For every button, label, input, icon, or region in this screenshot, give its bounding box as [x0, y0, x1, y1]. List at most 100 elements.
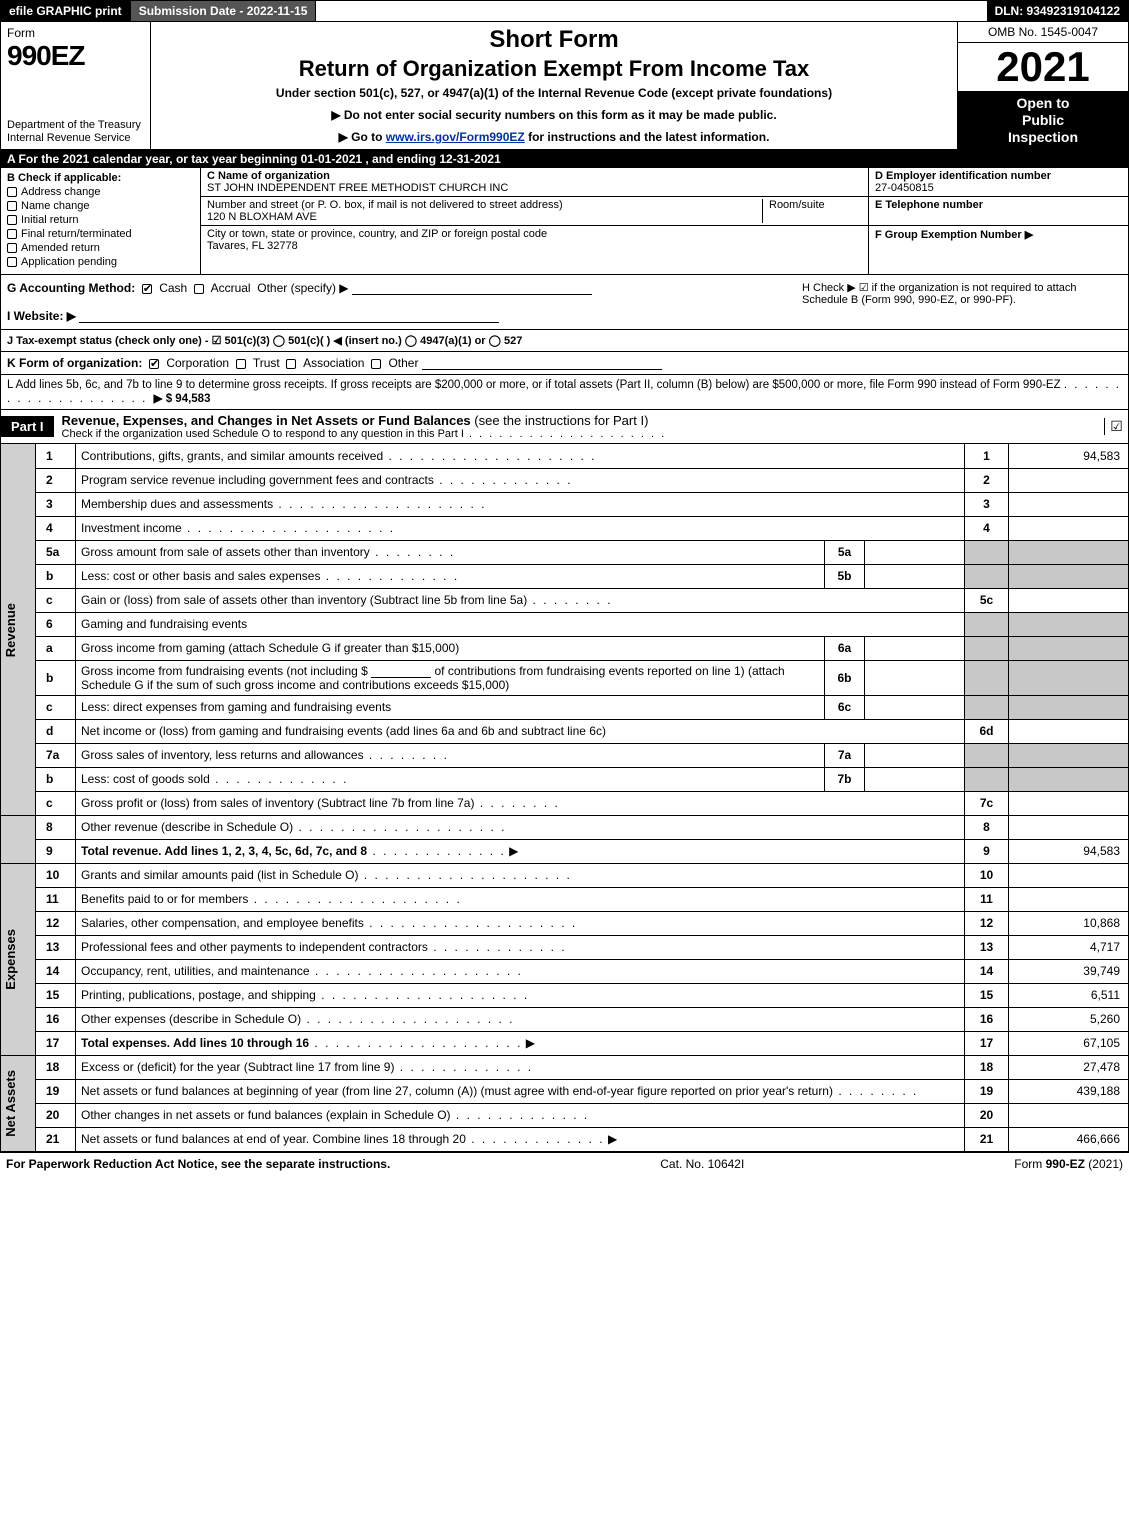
- part-i-tab: Part I: [1, 416, 54, 437]
- line-4: 4 Investment income 4: [1, 516, 1129, 540]
- form-header: Form 990EZ Department of the Treasury In…: [0, 22, 1129, 150]
- l12-code: 12: [965, 911, 1009, 935]
- l3-amount: [1009, 492, 1129, 516]
- dept-treasury: Department of the Treasury: [7, 119, 141, 131]
- part-i-lines-table: Revenue 1 Contributions, gifts, grants, …: [0, 444, 1129, 1152]
- footer-right: Form 990-EZ (2021): [1014, 1157, 1123, 1171]
- chk-other-org[interactable]: [371, 359, 381, 369]
- footer-right-form: 990-EZ: [1046, 1157, 1085, 1171]
- l7a-sublabel: 7a: [825, 743, 865, 767]
- city-label: City or town, state or province, country…: [207, 228, 547, 240]
- l19-code: 19: [965, 1079, 1009, 1103]
- l15-desc: Printing, publications, postage, and shi…: [76, 983, 965, 1007]
- l8-desc: Other revenue (describe in Schedule O): [76, 815, 965, 839]
- inspection-l1: Open to: [1017, 95, 1070, 111]
- l15-amount: 6,511: [1009, 983, 1129, 1007]
- l18-num: 18: [36, 1055, 76, 1079]
- chk-address-change[interactable]: Address change: [7, 186, 194, 198]
- chk-accrual[interactable]: [194, 284, 204, 294]
- line-18: Net Assets 18 Excess or (deficit) for th…: [1, 1055, 1129, 1079]
- l11-desc: Benefits paid to or for members: [76, 887, 965, 911]
- chk-final-return[interactable]: Final return/terminated: [7, 228, 194, 240]
- l17-amount: 67,105: [1009, 1031, 1129, 1055]
- l18-desc: Excess or (deficit) for the year (Subtra…: [76, 1055, 965, 1079]
- l7b-code-grey: [965, 767, 1009, 791]
- efile-print-label[interactable]: efile GRAPHIC print: [1, 1, 131, 21]
- l18-code: 18: [965, 1055, 1009, 1079]
- l14-num: 14: [36, 959, 76, 983]
- chk-trust[interactable]: [236, 359, 246, 369]
- l5b-amount-grey: [1009, 564, 1129, 588]
- row-j-text: J Tax-exempt status (check only one) - ☑…: [7, 335, 522, 347]
- page-footer: For Paperwork Reduction Act Notice, see …: [0, 1152, 1129, 1175]
- line-6c: c Less: direct expenses from gaming and …: [1, 695, 1129, 719]
- other-specify-blank[interactable]: [352, 283, 592, 295]
- chk-name-change[interactable]: Name change: [7, 200, 194, 212]
- chk-cash[interactable]: [142, 284, 152, 294]
- line-19: 19 Net assets or fund balances at beginn…: [1, 1079, 1129, 1103]
- other-org-blank[interactable]: [422, 358, 662, 370]
- footer-center: Cat. No. 10642I: [660, 1157, 744, 1171]
- header-center: Short Form Return of Organization Exempt…: [151, 22, 958, 149]
- l20-amount: [1009, 1103, 1129, 1127]
- l17-arrow: ▶: [526, 1036, 535, 1050]
- chk-amended-return-label: Amended return: [21, 242, 100, 254]
- org-name-value: ST JOHN INDEPENDENT FREE METHODIST CHURC…: [207, 182, 508, 194]
- l6d-desc: Net income or (loss) from gaming and fun…: [76, 719, 965, 743]
- l6-desc: Gaming and fundraising events: [76, 612, 965, 636]
- chk-amended-return[interactable]: Amended return: [7, 242, 194, 254]
- line-14: 14 Occupancy, rent, utilities, and maint…: [1, 959, 1129, 983]
- l6c-num: c: [36, 695, 76, 719]
- l7b-amount-grey: [1009, 767, 1129, 791]
- l15-code: 15: [965, 983, 1009, 1007]
- l6b-blank[interactable]: [371, 666, 431, 678]
- accounting-method-label: G Accounting Method:: [7, 281, 135, 295]
- row-i-website: I Website: ▶: [7, 309, 1122, 323]
- chk-corporation[interactable]: [149, 359, 159, 369]
- l7b-desc: Less: cost of goods sold: [76, 767, 825, 791]
- part-i-title: Revenue, Expenses, and Changes in Net As…: [54, 410, 1104, 443]
- l5a-amount-grey: [1009, 540, 1129, 564]
- line-8: 8 Other revenue (describe in Schedule O)…: [1, 815, 1129, 839]
- irs-link[interactable]: www.irs.gov/Form990EZ: [386, 130, 525, 144]
- line-6a: a Gross income from gaming (attach Sched…: [1, 636, 1129, 660]
- part-i-schedule-o-check[interactable]: ☑: [1104, 418, 1128, 435]
- ein-label: D Employer identification number: [875, 170, 1051, 182]
- l16-num: 16: [36, 1007, 76, 1031]
- l5c-desc: Gain or (loss) from sale of assets other…: [76, 588, 965, 612]
- l8-num: 8: [36, 815, 76, 839]
- city-value: Tavares, FL 32778: [207, 240, 298, 252]
- l2-code: 2: [965, 468, 1009, 492]
- l6b-amount-grey: [1009, 660, 1129, 695]
- omb-number: OMB No. 1545-0047: [958, 22, 1128, 43]
- l5a-subvalue: [865, 540, 965, 564]
- l6a-code-grey: [965, 636, 1009, 660]
- short-form-title: Short Form: [157, 26, 951, 54]
- l6a-sublabel: 6a: [825, 636, 865, 660]
- l6c-code-grey: [965, 695, 1009, 719]
- chk-association[interactable]: [286, 359, 296, 369]
- l13-amount: 4,717: [1009, 935, 1129, 959]
- chk-application-pending[interactable]: Application pending: [7, 256, 194, 268]
- chk-initial-return[interactable]: Initial return: [7, 214, 194, 226]
- l6a-subvalue: [865, 636, 965, 660]
- l17-code: 17: [965, 1031, 1009, 1055]
- row-h-schedule-b: H Check ▶ ☑ if the organization is not r…: [802, 281, 1122, 306]
- sidebar-revenue-cont: [1, 815, 36, 863]
- l5b-sublabel: 5b: [825, 564, 865, 588]
- header-right: OMB No. 1545-0047 2021 Open to Public In…: [958, 22, 1128, 149]
- l21-num: 21: [36, 1127, 76, 1151]
- chk-application-pending-label: Application pending: [21, 256, 117, 268]
- l12-desc: Salaries, other compensation, and employ…: [76, 911, 965, 935]
- chk-address-change-label: Address change: [21, 186, 101, 198]
- website-blank[interactable]: [79, 311, 499, 323]
- l7a-desc: Gross sales of inventory, less returns a…: [76, 743, 825, 767]
- row-k-form-of-org: K Form of organization: Corporation Trus…: [0, 352, 1129, 375]
- l11-amount: [1009, 887, 1129, 911]
- l17-desc: Total expenses. Add lines 10 through 16 …: [76, 1031, 965, 1055]
- l7a-num: 7a: [36, 743, 76, 767]
- sidebar-net-assets-text: Net Assets: [1, 1066, 20, 1141]
- submission-date-label: Submission Date - 2022-11-15: [131, 1, 317, 21]
- l6b-code-grey: [965, 660, 1009, 695]
- cash-label: Cash: [159, 281, 187, 295]
